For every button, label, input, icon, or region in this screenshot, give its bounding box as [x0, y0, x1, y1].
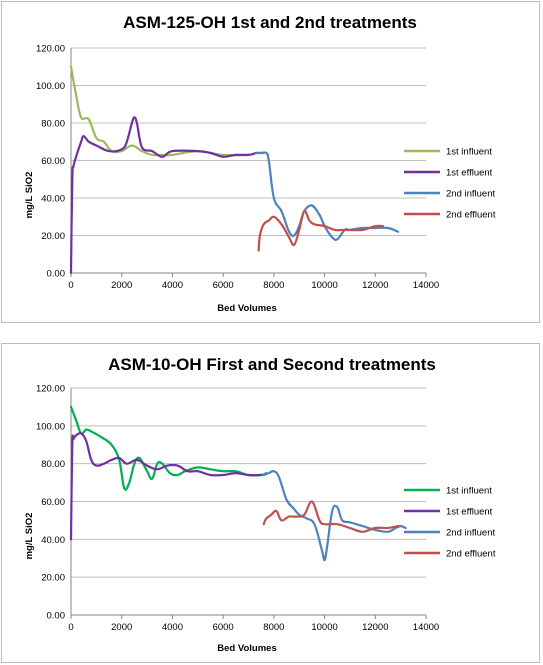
x-tick-label: 2000 [111, 280, 132, 291]
chart-1: ASM-125-OH 1st and 2nd treatments mg/L S… [24, 13, 496, 314]
x-tick-label: 0 [68, 280, 73, 291]
x-tick-label: 4000 [162, 280, 183, 291]
y-axis-title: mg/L SiO2 [24, 513, 35, 560]
chart-title: ASM-125-OH 1st and 2nd treatments [123, 13, 417, 32]
legend-label: 2nd influent [446, 189, 495, 200]
y-tick-label: 60.00 [41, 156, 65, 167]
x-axis-title: Bed Volumes [217, 303, 276, 314]
x-tick-label: 12000 [362, 280, 388, 291]
y-tick-label: 40.00 [41, 194, 65, 205]
x-tick-label: 2000 [111, 622, 132, 633]
y-tick-label: 20.00 [41, 573, 65, 584]
legend-label: 2nd influent [446, 528, 495, 539]
x-tick-label: 14000 [413, 622, 439, 633]
chart-2: ASM-10-OH First and Second treatments mg… [24, 355, 496, 654]
x-tick-label: 6000 [213, 280, 234, 291]
y-tick-label: 100.00 [36, 421, 65, 432]
legend-label: 2nd effluent [446, 549, 496, 560]
legend-label: 1st effluent [446, 168, 493, 179]
series-line-3 [262, 469, 407, 562]
x-tick-label: 6000 [213, 622, 234, 633]
legend-label: 1st effluent [446, 507, 493, 518]
y-tick-label: 80.00 [41, 459, 65, 470]
y-tick-label: 20.00 [41, 231, 65, 242]
x-tick-label: 14000 [413, 280, 439, 291]
y-tick-label: 60.00 [41, 497, 65, 508]
x-axis-title: Bed Volumes [217, 643, 276, 654]
y-tick-label: 120.00 [36, 44, 65, 55]
legend-label: 1st influent [446, 486, 492, 497]
x-tick-label: 12000 [362, 622, 388, 633]
series-line-3 [255, 151, 400, 241]
y-tick-label: 0.00 [47, 269, 66, 280]
legend-label: 2nd effluent [446, 210, 496, 221]
series-line-4 [262, 500, 400, 533]
chart-panel-1: ASM-125-OH 1st and 2nd treatments mg/L S… [1, 1, 540, 323]
x-tick-label: 10000 [311, 622, 337, 633]
y-tick-label: 80.00 [41, 119, 65, 130]
y-axis-title: mg/L SiO2 [24, 172, 35, 219]
series-line-1 [69, 405, 268, 491]
y-tick-label: 100.00 [36, 81, 65, 92]
series-line-4 [257, 209, 384, 252]
x-tick-label: 10000 [311, 280, 337, 291]
legend-label: 1st influent [446, 147, 492, 158]
x-tick-label: 8000 [263, 622, 284, 633]
x-tick-label: 8000 [263, 280, 284, 291]
gridlines [71, 47, 426, 236]
x-tick-label: 4000 [162, 622, 183, 633]
y-tick-label: 120.00 [36, 384, 65, 395]
series-line-2 [69, 432, 263, 541]
series-line-1 [69, 65, 265, 157]
x-tick-label: 0 [68, 622, 73, 633]
gridlines [71, 387, 426, 578]
y-tick-label: 0.00 [47, 611, 66, 622]
chart-title: ASM-10-OH First and Second treatments [108, 355, 436, 374]
chart-panel-2: ASM-10-OH First and Second treatments mg… [1, 343, 540, 663]
y-tick-label: 40.00 [41, 535, 65, 546]
series-line-2 [69, 116, 258, 275]
